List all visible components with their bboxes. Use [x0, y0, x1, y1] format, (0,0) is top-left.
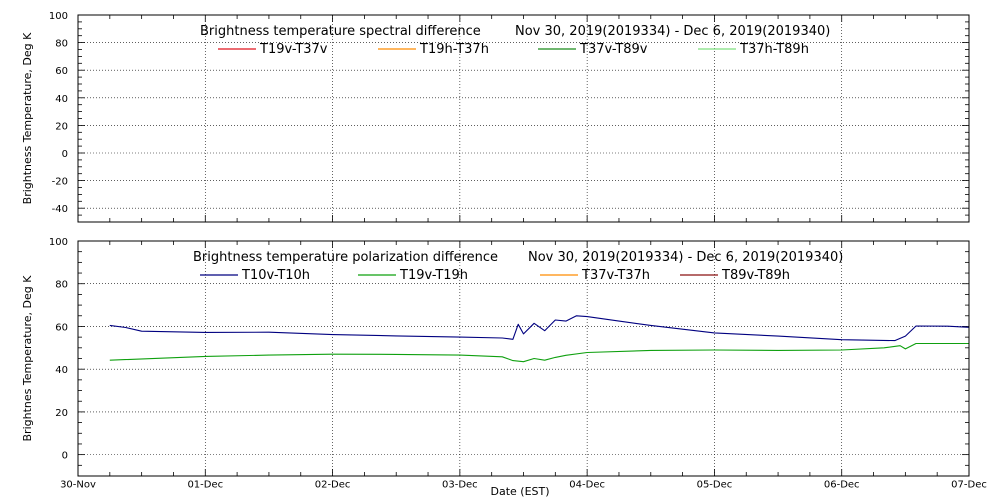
x-tick-label: 04-Dec: [569, 479, 605, 490]
grid-top: [77, 14, 970, 223]
y-tick-label: 60: [55, 322, 68, 333]
legend-label: T89v-T89h: [721, 268, 790, 283]
y-tick-label: -20: [52, 177, 68, 188]
polarization-difference-panel: 0 20 40 60 80 100 30-Nov 01-Dec 02-Dec 03-Dec 04-…: [21, 237, 987, 498]
y-tick-label: 20: [55, 408, 68, 419]
x-ticks-bottom: 30-Nov 01-Dec 02-Dec 03-Dec 04-Dec 05-Dec 06-D…: [60, 479, 987, 490]
spectral-difference-panel: -40 -20 0 20 40 60 80 100 Brightness temperatur…: [21, 11, 970, 223]
plot-frame-top: [77, 14, 970, 223]
y-tick-label: 40: [55, 365, 68, 376]
legend-label: T19h-T37h: [419, 42, 489, 57]
legend-label: T37v-T37h: [581, 268, 650, 283]
y-ticks-bottom: 0 20 40 60 80 100: [49, 237, 68, 462]
y-axis-label-bottom: Brightnes Temperature, Deg K: [21, 275, 34, 442]
chart-title-top: Brightness temperature spectral differen…: [200, 24, 481, 39]
y-tick-label: 100: [49, 237, 68, 248]
grid-bottom: [77, 240, 970, 477]
legend-label: T10v-T10h: [241, 268, 310, 283]
series-line: [109, 342, 969, 363]
y-axis-label-top: Brightness Temperature, Deg K: [21, 32, 34, 204]
y-tick-label: 40: [55, 94, 68, 105]
y-tick-label: 80: [55, 280, 68, 291]
series-lines-bottom: [109, 315, 970, 363]
legend-label: T37v-T89v: [579, 42, 648, 57]
x-tick-label: 06-Dec: [824, 479, 860, 490]
legend-label: T19v-T37v: [259, 42, 328, 57]
x-tick-label: 02-Dec: [315, 479, 351, 490]
legend-label: T37h-T89h: [739, 42, 809, 57]
legend-bottom: T10v-T10h T19v-T19h T37v-T37h T89v-T89h: [200, 268, 790, 283]
x-axis-label: Date (EST): [490, 485, 549, 498]
y-tick-label: 20: [55, 121, 68, 132]
y-tick-label: -40: [52, 204, 68, 215]
x-tick-label: 05-Dec: [697, 479, 733, 490]
x-tick-label: 30-Nov: [60, 479, 96, 490]
y-tick-label: 100: [49, 11, 68, 22]
chart-title-bottom: Brightness temperature polarization diff…: [193, 250, 498, 265]
x-tick-label: 01-Dec: [187, 479, 223, 490]
plot-frame-bottom: [77, 240, 970, 477]
date-range-top: Nov 30, 2019(2019334) - Dec 6, 2019(2019…: [515, 24, 830, 39]
y-tick-label: 0: [62, 451, 68, 462]
date-range-bottom: Nov 30, 2019(2019334) - Dec 6, 2019(2019…: [528, 250, 843, 265]
legend-label: T19v-T19h: [399, 268, 468, 283]
y-tick-label: 80: [55, 39, 68, 50]
y-tick-label: 60: [55, 66, 68, 77]
y-tick-label: 0: [62, 149, 68, 160]
y-ticks-top: -40 -20 0 20 40 60 80 100: [49, 11, 68, 215]
x-tick-label: 07-Dec: [951, 479, 987, 490]
legend-top: T19v-T37v T19h-T37h T37v-T89v T37h-T89h: [218, 42, 809, 57]
series-line: [109, 315, 970, 342]
x-tick-label: 03-Dec: [442, 479, 478, 490]
